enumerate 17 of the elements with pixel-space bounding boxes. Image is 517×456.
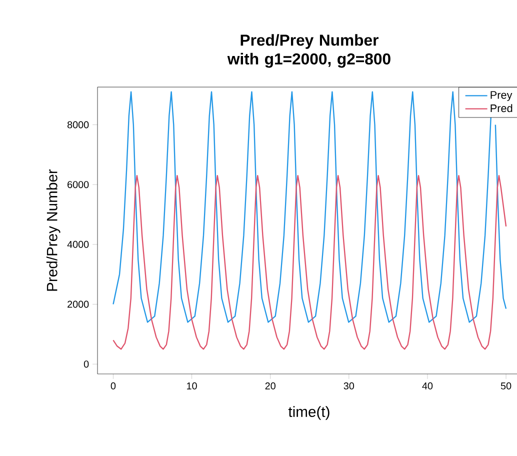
x-tick-label: 30 xyxy=(344,382,354,390)
y-axis-title: Pred/Prey Number xyxy=(46,169,60,291)
y-tick-label: 0 xyxy=(84,360,89,368)
legend-label: Pred xyxy=(490,104,512,112)
x-tick-label: 20 xyxy=(265,382,276,390)
y-tick-label: 4000 xyxy=(67,240,89,248)
legend-label: Prey xyxy=(490,91,512,101)
chart-title: Pred/Prey Number with g1=2000, g2=800 xyxy=(227,34,390,68)
x-tick-label: 0 xyxy=(110,382,116,390)
x-tick-label: 10 xyxy=(187,382,197,390)
y-tick-label: 2000 xyxy=(68,300,89,308)
line-series xyxy=(112,174,507,350)
x-axis-title: time(t) xyxy=(288,406,330,420)
y-tick-label: 6000 xyxy=(68,181,89,188)
y-tick-label: 8000 xyxy=(67,121,89,128)
x-tick-label: 50 xyxy=(500,382,512,390)
x-tick-label: 40 xyxy=(422,382,433,390)
